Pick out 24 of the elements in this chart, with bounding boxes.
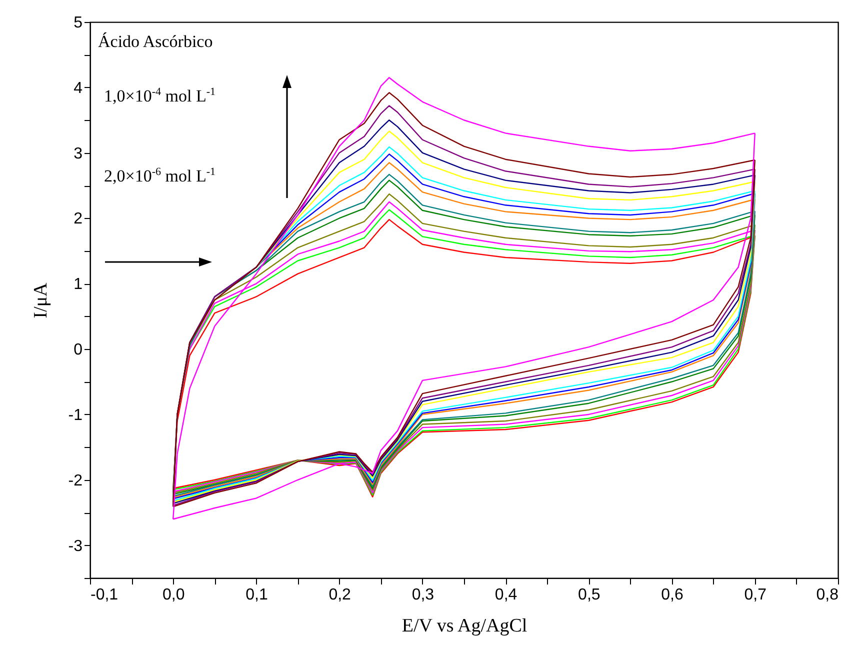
x-tick-label: 0,3 bbox=[412, 586, 434, 604]
y-axis-title: I/μA bbox=[30, 282, 52, 318]
y-tick-label: 2 bbox=[74, 210, 83, 228]
x-tick-label: 0,4 bbox=[494, 586, 518, 604]
y-tick-label: -3 bbox=[68, 538, 83, 555]
y-tick-label: -2 bbox=[68, 472, 83, 490]
annotation: 1,0×10$^{-4}$ mol L$^{-1}$ bbox=[104, 86, 216, 107]
annotation: 2,0×10$^{-6}$ mol L$^{-1}$ bbox=[104, 166, 216, 187]
x-tick-label: 0,5 bbox=[578, 586, 600, 604]
x-tick-label: 0,8 bbox=[816, 586, 839, 604]
x-tick-label: 0,0 bbox=[162, 586, 185, 604]
x-tick-label: 0,7 bbox=[744, 586, 767, 604]
x-tick-label: 0,2 bbox=[328, 586, 352, 604]
y-tick-label: 1 bbox=[74, 276, 83, 294]
y-tick-label: -1 bbox=[68, 406, 83, 424]
y-tick-label: 4 bbox=[74, 80, 83, 97]
x-tick-label: -0,1 bbox=[90, 586, 118, 604]
annotation: Ácido Ascórbico bbox=[98, 32, 213, 52]
y-tick-label: 0 bbox=[74, 342, 83, 359]
x-tick-label: 0,6 bbox=[661, 586, 684, 604]
x-axis-title: E/V vs Ag/AgCl bbox=[402, 616, 528, 636]
x-tick-label: 0,1 bbox=[246, 586, 268, 604]
y-tick-label: 3 bbox=[74, 145, 83, 162]
y-tick-label: 5 bbox=[74, 14, 83, 32]
